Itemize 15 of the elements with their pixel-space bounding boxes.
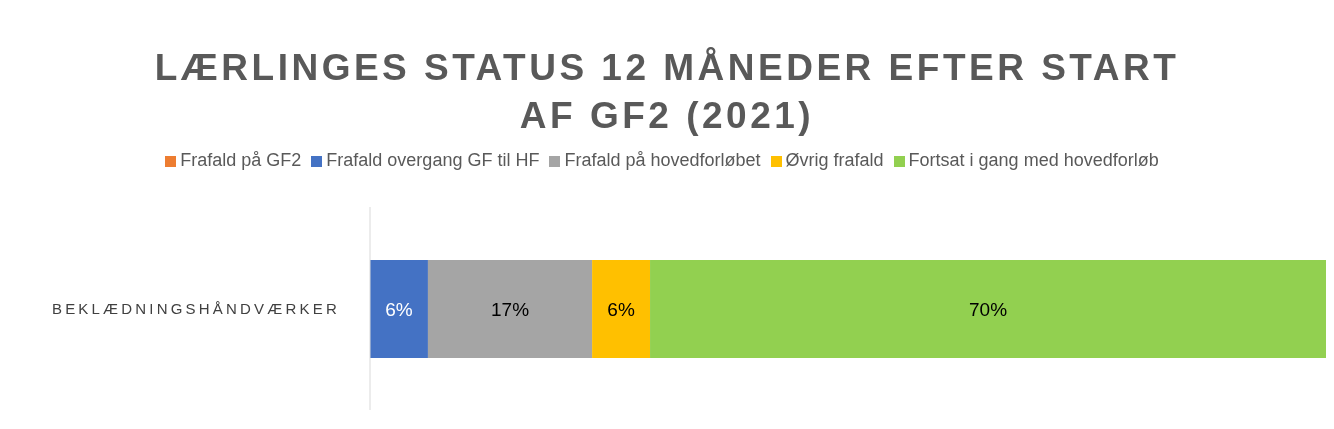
legend-label: Frafald overgang GF til HF <box>326 150 540 170</box>
legend-label: Øvrig frafald <box>785 150 884 170</box>
legend-label: Frafald på hovedforløbet <box>564 150 761 170</box>
data-label: 6% <box>385 298 413 320</box>
data-label: 70% <box>969 298 1008 320</box>
legend-label: Frafald på GF2 <box>180 150 302 170</box>
bar <box>650 260 1326 358</box>
chart-title: LÆRLINGES STATUS 12 MÅNEDER EFTER START AF GF2 (2021) <box>153 46 1181 138</box>
legend-label: Fortsat i gang med hovedforløb <box>908 150 1159 170</box>
bar <box>592 260 651 358</box>
bar <box>427 260 593 358</box>
data-label: 6% <box>607 298 635 320</box>
y-tick-label: BEKLÆDNINGSHÅNDVÆRKER <box>51 299 340 317</box>
data-label: 17% <box>491 298 530 320</box>
bar <box>370 260 428 358</box>
